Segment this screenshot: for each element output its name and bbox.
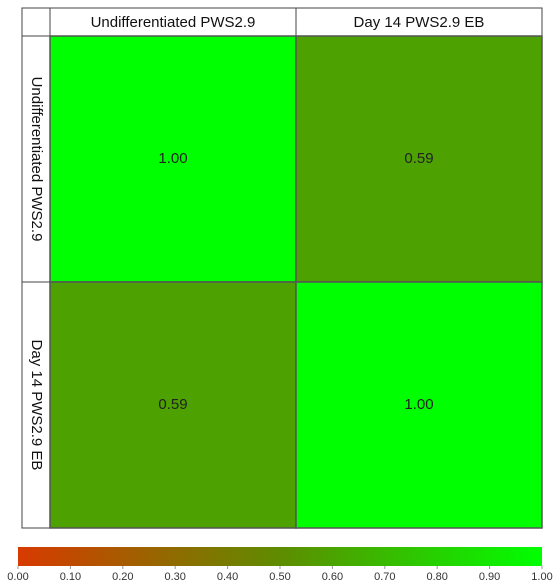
row-label: Undifferentiated PWS2.9	[28, 77, 45, 242]
cell-value-label: 0.59	[404, 150, 433, 167]
colorbar-tick-label: 0.30	[164, 571, 185, 583]
colorbar-tick-label: 0.60	[322, 571, 343, 583]
colorbar-tick-label: 0.40	[217, 571, 238, 583]
colorbar-tick-label: 1.00	[531, 571, 552, 583]
cell-value-label: 1.00	[404, 396, 433, 413]
column-label: Undifferentiated PWS2.9	[91, 14, 256, 31]
colorbar-tick-label: 0.90	[479, 571, 500, 583]
colorbar-tick-label: 0.80	[426, 571, 447, 583]
colorbar-tick-label: 0.00	[7, 571, 28, 583]
colorbar	[18, 547, 542, 566]
column-label: Day 14 PWS2.9 EB	[354, 14, 485, 31]
column-header	[295, 7, 543, 37]
colorbar-tick-label: 0.50	[269, 571, 290, 583]
heatmap-cell	[295, 35, 543, 283]
colorbar-tick-label: 0.20	[112, 571, 133, 583]
cell-value-label: 0.59	[158, 396, 187, 413]
cell-value-label: 1.00	[158, 150, 187, 167]
heatmap-cell	[295, 281, 543, 529]
row-header	[21, 281, 51, 529]
heatmap-cell	[49, 35, 297, 283]
row-label: Day 14 PWS2.9 EB	[28, 340, 45, 471]
heatmap-cell	[49, 281, 297, 529]
colorbar-tick-label: 0.70	[374, 571, 395, 583]
column-header	[49, 7, 297, 37]
colorbar-tick-label: 0.10	[60, 571, 81, 583]
